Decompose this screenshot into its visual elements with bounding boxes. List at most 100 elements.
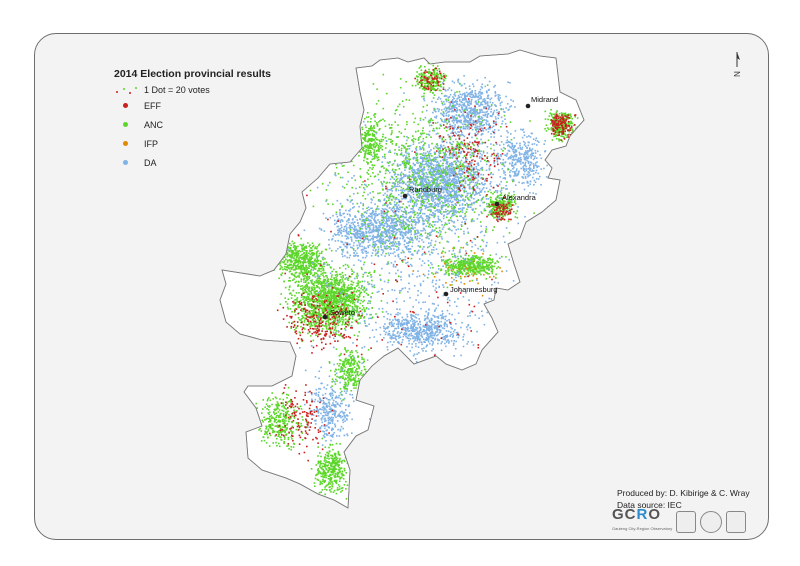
vote-dot-da <box>472 190 475 192</box>
vote-dot-anc <box>315 334 317 336</box>
vote-dot-da <box>439 198 441 201</box>
vote-dot-da <box>431 171 433 173</box>
vote-dot-da <box>423 160 425 162</box>
vote-dot-da <box>440 185 443 187</box>
vote-dot-da <box>342 412 345 415</box>
vote-dot-da <box>414 323 416 326</box>
vote-dot-da <box>470 103 472 105</box>
vote-dot-da <box>449 93 452 96</box>
vote-dot-da <box>360 249 363 251</box>
vote-dot-da <box>421 336 424 339</box>
vote-dot-da <box>522 128 525 131</box>
vote-dot-da <box>396 319 399 322</box>
vote-dot-da <box>345 404 347 407</box>
vote-dot-da <box>410 191 413 194</box>
vote-dot-da <box>388 333 391 335</box>
vote-dot-da <box>428 250 430 253</box>
vote-dot-da <box>446 159 448 161</box>
vote-dot-da <box>352 223 355 226</box>
vote-dot-anc <box>326 276 328 279</box>
vote-dot-da <box>440 200 443 203</box>
vote-dot-da <box>328 247 331 250</box>
vote-dot-da <box>421 169 423 171</box>
vote-dot-da <box>411 208 414 210</box>
vote-dot-da <box>446 126 448 129</box>
vote-dot-da <box>510 154 513 157</box>
vote-dot-da <box>456 128 458 130</box>
vote-dot-da <box>374 203 376 205</box>
vote-dot-da <box>443 177 445 180</box>
vote-dot-da <box>546 160 549 162</box>
vote-dot-da <box>454 170 456 173</box>
vote-dot-da <box>457 176 459 178</box>
vote-dot-da <box>444 180 447 182</box>
vote-dot-da <box>434 160 437 163</box>
vote-dot-da <box>469 203 471 206</box>
vote-dot-da <box>402 155 404 157</box>
vote-dot-da <box>489 125 491 127</box>
vote-dot-da <box>446 334 448 337</box>
vote-dot-da <box>469 151 471 154</box>
vote-dot-da <box>452 206 455 208</box>
vote-dot-da <box>333 233 336 235</box>
vote-dot-da <box>474 140 476 142</box>
vote-dot-da <box>499 176 502 178</box>
vote-dot-da <box>467 170 470 173</box>
vote-dot-da <box>456 331 459 334</box>
vote-dot-da <box>453 182 455 185</box>
vote-dot-da <box>477 129 480 131</box>
vote-dot-da <box>420 333 423 335</box>
vote-dot-da <box>430 197 433 199</box>
vote-dot-da <box>528 166 531 169</box>
vote-dot-da <box>400 224 403 226</box>
vote-dot-da <box>373 236 375 238</box>
vote-dot-da <box>363 234 365 236</box>
vote-dot-da <box>323 435 326 438</box>
vote-dot-da <box>393 224 395 226</box>
vote-dot-da <box>413 202 416 205</box>
vote-dot-anc <box>329 278 332 280</box>
vote-dot-anc <box>313 298 315 301</box>
vote-dot-da <box>400 178 403 180</box>
vote-dot-da <box>404 256 407 258</box>
vote-dot-da <box>460 101 462 103</box>
vote-dot-da <box>464 97 467 100</box>
vote-dot-da <box>434 322 436 324</box>
vote-dot-da <box>387 252 390 255</box>
vote-dot-da <box>450 170 453 173</box>
vote-dot-da <box>447 202 449 205</box>
vote-dot-da <box>479 110 481 112</box>
vote-dot-anc <box>339 267 341 269</box>
vote-dot-da <box>436 168 438 171</box>
vote-dot-da <box>450 108 452 110</box>
vote-dot-da <box>446 339 449 342</box>
vote-dot-da <box>442 144 445 147</box>
vote-dot-da <box>454 95 457 97</box>
vote-dot-da <box>369 231 372 234</box>
vote-dot-da <box>404 216 406 219</box>
vote-dot-da <box>350 222 353 224</box>
vote-dot-da <box>455 193 457 195</box>
vote-dot-da <box>487 105 490 107</box>
vote-dot-da <box>444 151 447 154</box>
vote-dot-da <box>323 401 325 404</box>
vote-dot-da <box>433 175 436 177</box>
vote-dot-da <box>391 215 393 218</box>
vote-dot-anc <box>322 274 324 276</box>
vote-dot-da <box>339 405 342 408</box>
vote-dot-da <box>474 148 476 150</box>
vote-dot-da <box>354 255 356 257</box>
vote-dot-da <box>410 334 412 337</box>
vote-dot-da <box>468 174 471 177</box>
vote-dot-da <box>424 229 427 232</box>
vote-dot-da <box>461 203 464 205</box>
vote-dot-da <box>439 124 442 126</box>
vote-dot-da <box>391 207 394 210</box>
vote-dot-anc <box>317 298 320 301</box>
vote-dot-da <box>406 231 409 234</box>
vote-dot-da <box>406 184 409 187</box>
vote-dot-da <box>508 108 510 111</box>
vote-dot-da <box>367 245 369 247</box>
vote-dot-da <box>441 189 443 191</box>
vote-dot-da <box>523 134 526 137</box>
